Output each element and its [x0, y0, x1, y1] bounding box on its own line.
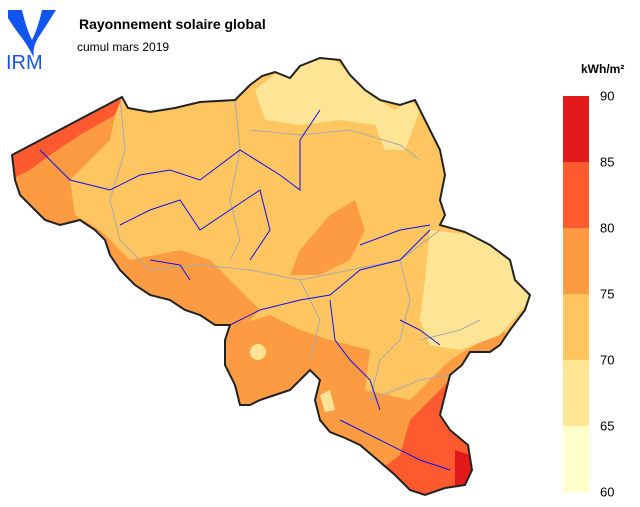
- legend-class-85-90: [563, 96, 589, 162]
- province-boundaries: [109, 96, 481, 401]
- zone-65-70-north: [255, 58, 420, 150]
- zone-65-70-south: [320, 390, 335, 412]
- logo-text: IRM: [6, 52, 43, 70]
- legend-tick: 80: [600, 220, 615, 236]
- legend-tick: 75: [600, 286, 615, 302]
- legend-class-75-80: [563, 228, 589, 294]
- belgium-map: [11, 57, 531, 496]
- legend-tick: 60: [600, 484, 615, 500]
- zone-75-80-spot: [250, 344, 266, 360]
- legend-tick: 70: [600, 352, 615, 368]
- rivers: [39, 109, 451, 471]
- legend-tick: 90: [600, 88, 615, 104]
- legend-tick: 85: [600, 154, 615, 170]
- legend-color-bar: [563, 96, 589, 492]
- legend-tick: 65: [600, 418, 615, 434]
- map-title: Rayonnement solaire global: [79, 16, 266, 32]
- map-subtitle: cumul mars 2019: [77, 40, 170, 54]
- legend-class-60-65: [563, 426, 589, 492]
- legend-class-70-75: [563, 294, 589, 360]
- irm-logo: IRM: [6, 10, 56, 70]
- legend-class-80-85: [563, 162, 589, 228]
- legend-class-65-70: [563, 360, 589, 426]
- legend-unit: kWh/m²: [581, 62, 625, 76]
- zone-75-80-center: [290, 200, 365, 275]
- zone-75-80-west: [12, 90, 260, 340]
- zone-65-70-east: [420, 230, 530, 350]
